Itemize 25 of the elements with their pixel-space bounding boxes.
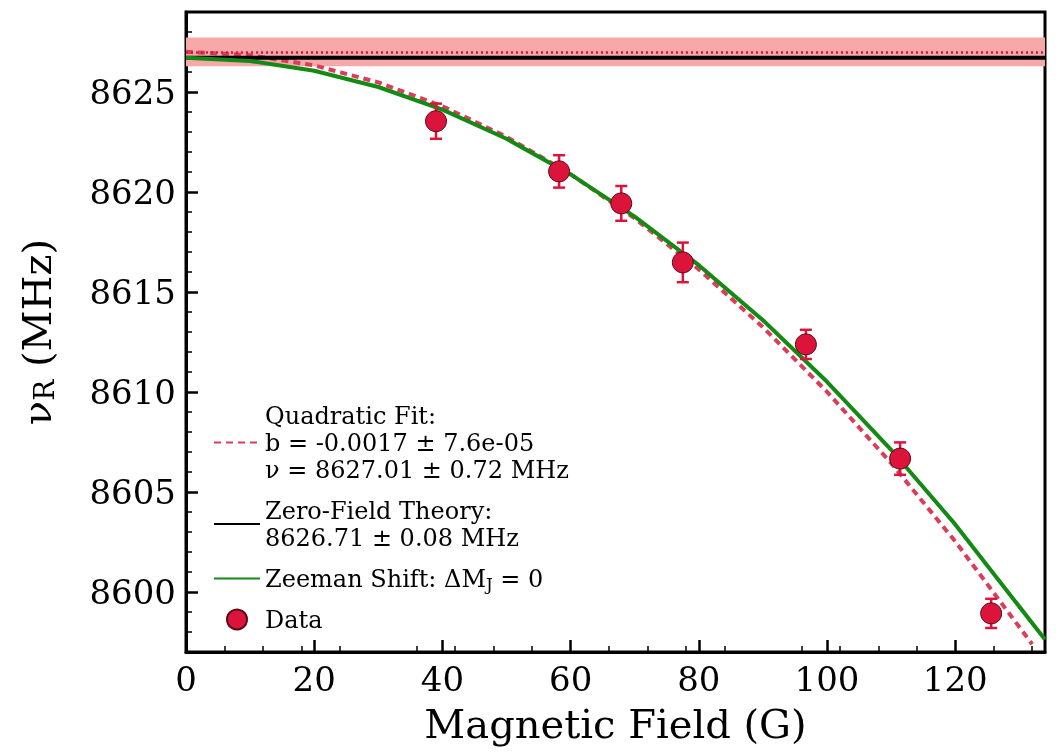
x-tick-label: 100 [794, 659, 860, 699]
x-tick-label: 80 [677, 659, 721, 699]
y-axis-title: νR (MHz) [14, 238, 61, 426]
y-tick-label: 8615 [89, 272, 176, 312]
point [425, 110, 448, 133]
x-tick-label: 0 [175, 659, 197, 699]
y-tick-label: 8620 [89, 172, 176, 212]
x-axis-title: Magnetic Field (G) [424, 701, 807, 747]
y-tick-label: 8605 [89, 472, 176, 512]
x-tick-label: 60 [548, 659, 593, 699]
point [671, 251, 694, 274]
y-tick-label: 8600 [89, 572, 176, 612]
legend-label: Quadratic Fit: b = -0.0017 ± 7.6e-05 ν = 8627.01 ± 0.72 MHz [265, 401, 569, 484]
x-tick-label: 120 [922, 659, 988, 699]
point [610, 192, 633, 215]
legend-label: Zero-Field Theory: 8626.71 ± 0.08 MHz [265, 496, 519, 552]
y-tick-label: 8610 [89, 372, 176, 412]
x-tick-label: 40 [420, 659, 465, 699]
y-tick-label: 8625 [89, 72, 176, 112]
point [794, 333, 817, 356]
point [980, 602, 1003, 625]
point [889, 447, 912, 470]
x-tick-label: 20 [292, 659, 336, 699]
legend-label: Data [265, 605, 323, 634]
point [548, 160, 571, 183]
